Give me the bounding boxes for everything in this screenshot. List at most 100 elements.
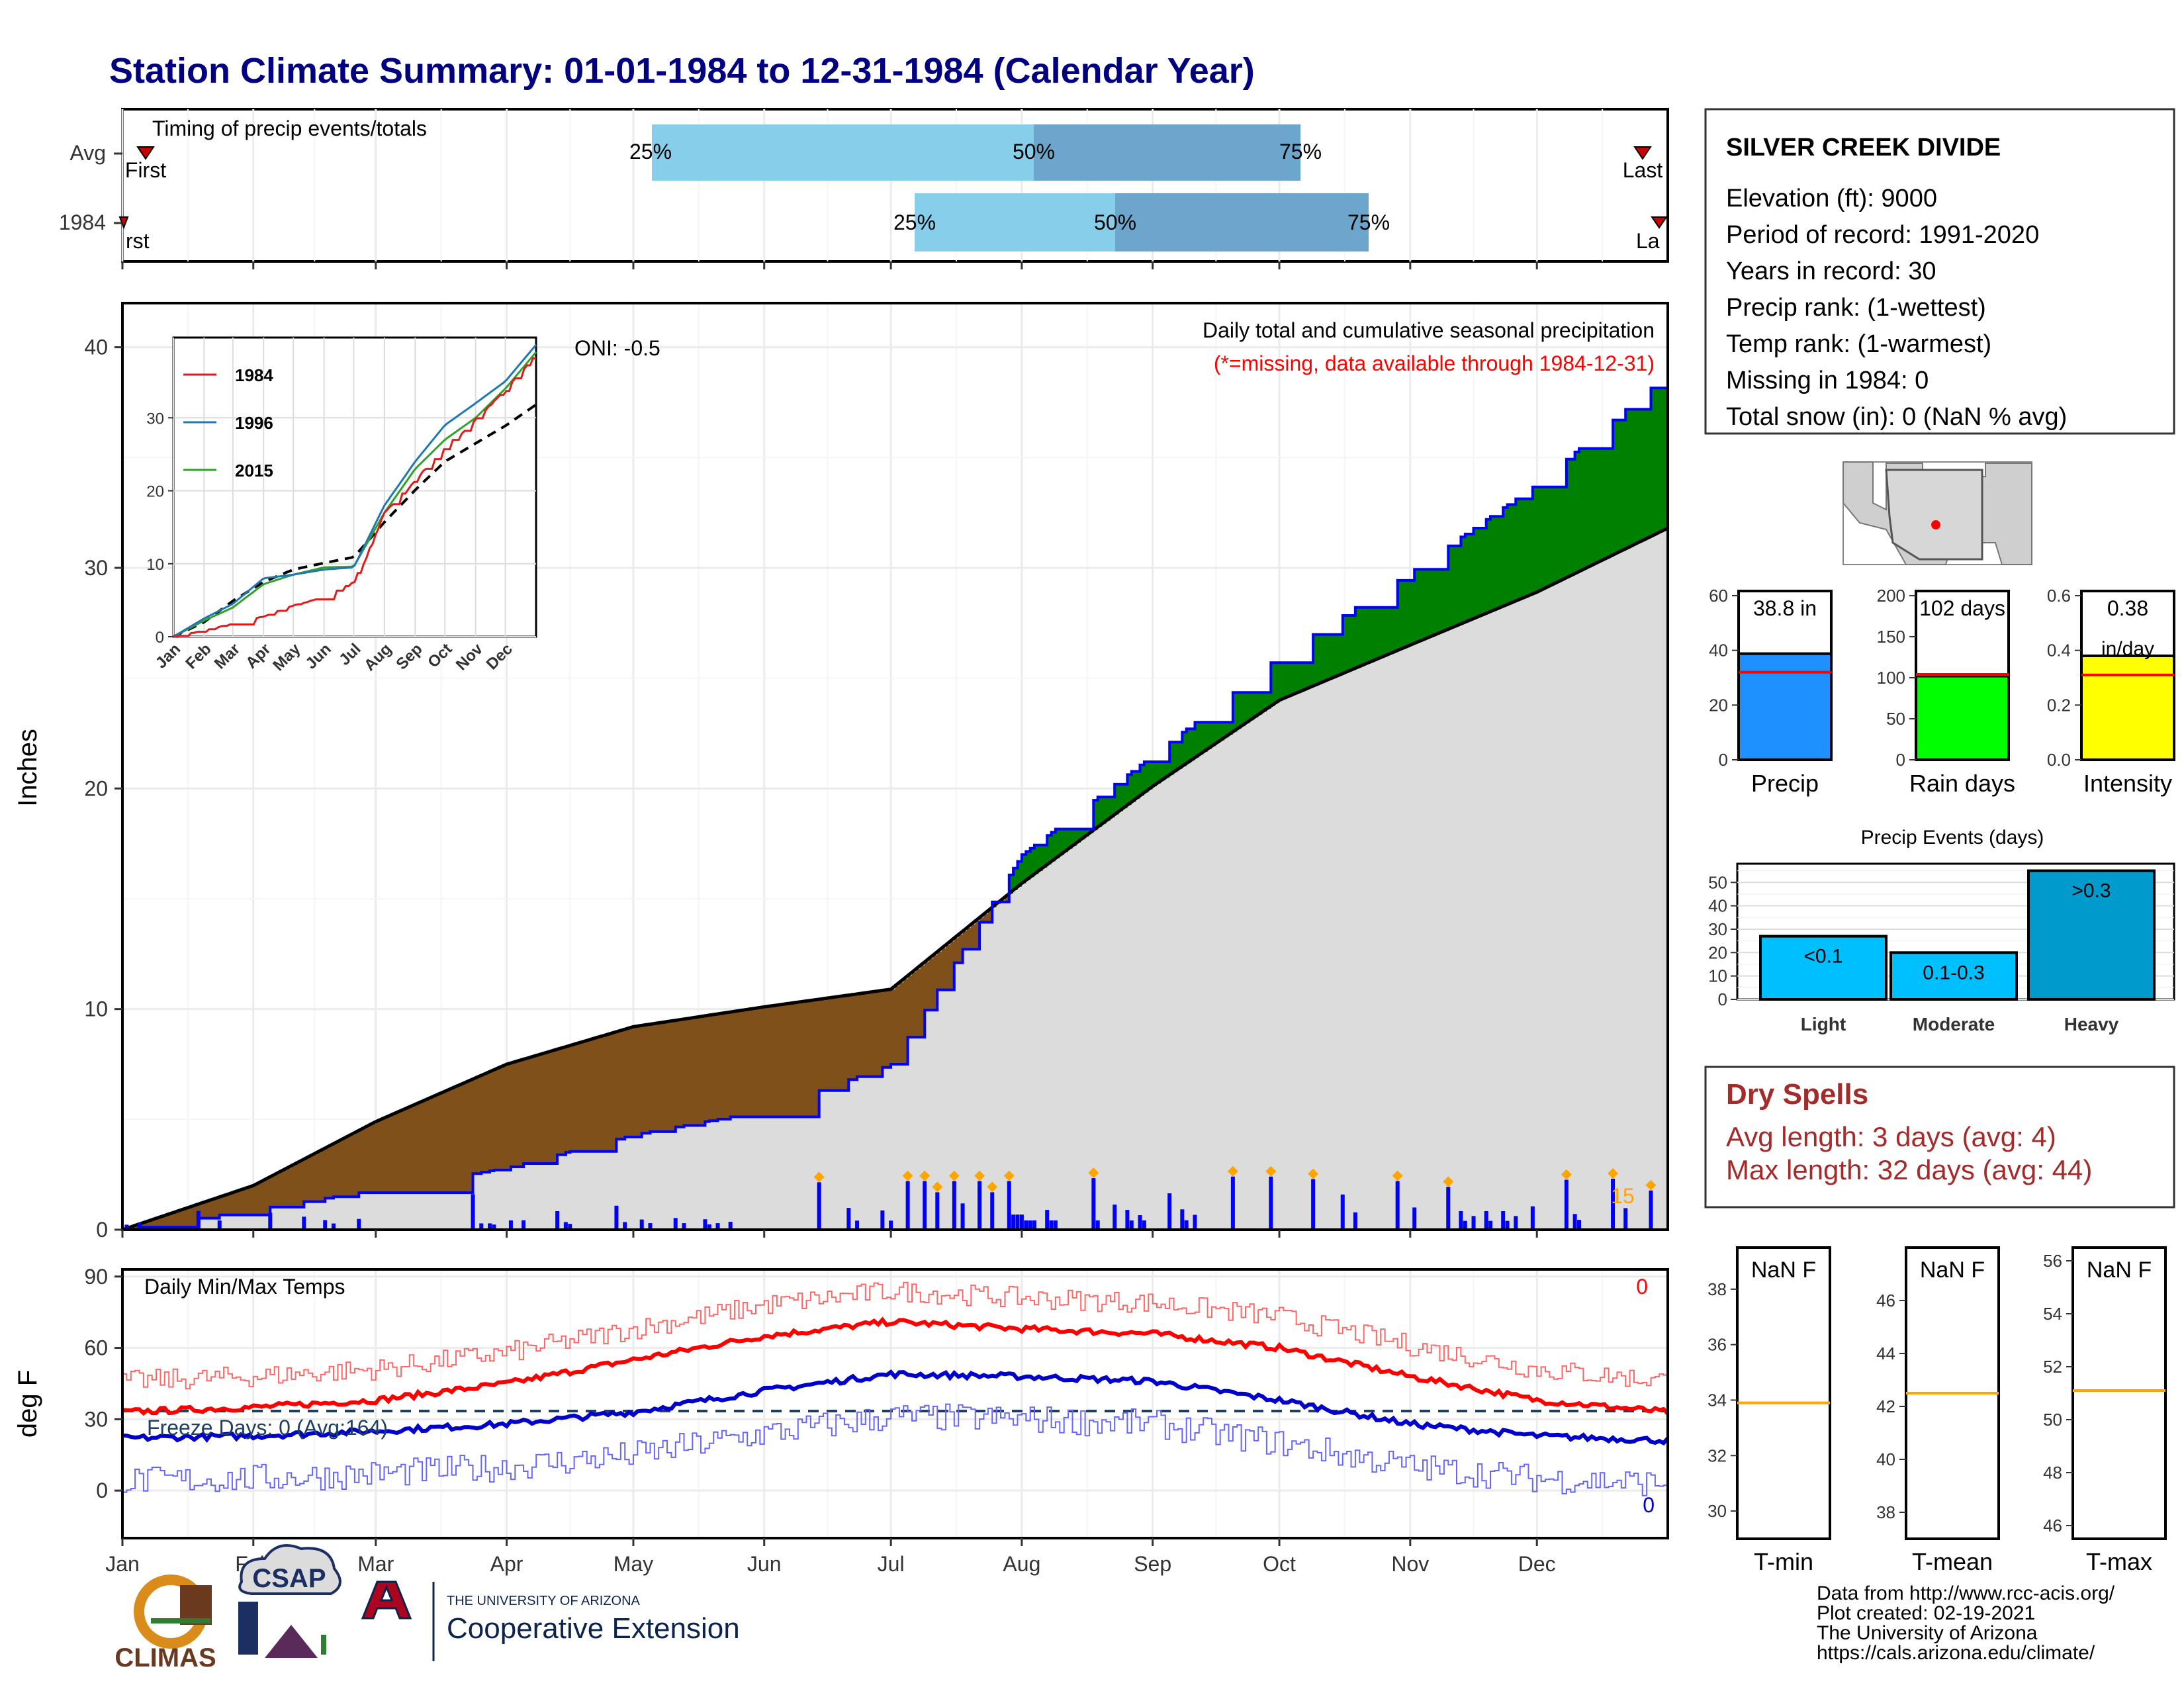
daily-precip-bar [639,1219,644,1230]
temp-box-t-min: NaN F T-min 30 32 34 36 38 [1707,1246,1831,1575]
mini-bar-value-label: 102 days [1919,596,2005,620]
timing-panel: 25% 50% 75% 25% 50% 75% Timing of precip… [59,108,1669,269]
daily-precip-bar [855,1220,860,1230]
station-precip-rank: Precip rank: (1-wettest) [1726,294,1986,322]
temp-box-tick-label: 32 [1707,1445,1727,1465]
daily-precip-bar [1484,1211,1488,1230]
mini-bar-tick-label: 40 [1709,641,1728,661]
daily-precip-bar [1045,1210,1050,1230]
mini-bar-tick-label: 0 [1896,750,1905,770]
daily-precip-bar [563,1222,568,1230]
daily-precip-bar [1623,1208,1628,1230]
daily-precip-bar [217,1220,222,1230]
credit-university: The University of Arizona [1817,1622,2038,1644]
precip-panel-frame [121,302,1669,1231]
year-last-label: La [1636,229,1660,253]
csap-wordmark: CSAP [252,1564,326,1593]
events-tick-label: 30 [1708,919,1727,939]
daily-precip-bar [728,1222,733,1230]
event-diamond [902,1170,913,1181]
temp-box-t-mean: NaN F T-mean 38 40 42 44 46 [1876,1246,2000,1575]
station-missing: Missing in 1984: 0 [1726,367,1929,394]
daily-precip-bar [960,1203,965,1230]
temp-box-label: T-min [1754,1548,1813,1575]
inset-y-label: 30 [146,410,164,428]
month-label: Oct [1263,1552,1296,1576]
daily-precip-bar [715,1223,720,1230]
temp-y-label: deg F [13,1370,42,1438]
timing-row-year: 1984 [59,210,106,234]
daily-max-temp-line [122,1281,1668,1391]
events-category-label: Heavy [2064,1014,2119,1034]
daily-precip-bar [331,1223,336,1230]
event-diamond [1443,1176,1454,1187]
temp-box-tick-label: 34 [1707,1390,1727,1410]
month-label: Dec [1518,1552,1556,1576]
credits: Data from http://www.rcc-acis.org/ Plot … [1817,1582,2115,1664]
temperature-summary-boxes: NaN F T-min 30 32 34 36 38 NaN F T-mean 38 40 42 44 4… [1707,1246,2167,1575]
daily-precip-bar [1459,1211,1463,1230]
daily-precip-bar [1412,1207,1417,1230]
mini-bar-value [1737,652,1833,761]
avg-last-label: Last [1623,158,1663,182]
event-diamond [987,1181,998,1193]
daily-precip-bar [492,1224,496,1230]
daily-precip-bar [1577,1220,1582,1230]
month-label: Jan [105,1552,140,1576]
events-tick-label: 50 [1708,872,1727,892]
year-last-marker [1651,216,1668,229]
csap-logo: CSAP [238,1544,341,1658]
station-elevation: Elevation (ft): 9000 [1726,185,1937,212]
temp-box-tick-label: 38 [1707,1279,1727,1299]
daily-precip-bar [1113,1205,1117,1230]
value-tick-label: 0 [96,1218,108,1242]
mini-bar-value [1915,674,2010,762]
daily-precip-bar [1184,1220,1189,1230]
daily-precip-bar [357,1218,361,1230]
temp-box-frame [1736,1246,1831,1540]
event-diamond [1308,1168,1319,1179]
daily-precip-bar [1572,1214,1577,1230]
dry-spells-title: Dry Spells [1726,1078,1868,1111]
events-bar-moderate [1889,951,2018,1001]
daily-precip-bar [1032,1220,1037,1230]
daily-precip-bar [1053,1220,1058,1230]
value-tick-label: 20 [84,776,108,800]
daily-precip-bar [508,1220,513,1230]
temp-box-tick-label: 48 [2043,1463,2062,1483]
temp-tick-label: 0 [96,1479,108,1502]
daily-precip-bar [648,1223,653,1230]
mini-bar-tick-label: 50 [1886,709,1905,729]
daily-precip-bar [1471,1216,1476,1230]
daily-precip-bar [479,1223,484,1230]
temp-box-tick-label: 52 [2043,1357,2062,1377]
month-label: Apr [490,1552,523,1576]
inset-y-label: 0 [156,629,164,647]
daily-precip-bar [1505,1220,1510,1230]
daily-precip-bar [1488,1220,1493,1230]
value-tick-label: 40 [84,336,108,359]
event-diamond [1392,1170,1403,1181]
daily-precip-bar [1028,1220,1032,1230]
events-category-label: Light [1801,1014,1846,1034]
mini-bar-tick-label: 150 [1877,627,1905,647]
station-period: Period of record: 1991-2020 [1726,221,2039,249]
precip-y-axis: 0 10 20 30 40 [84,336,122,1242]
temp-box-value: NaN F [1920,1257,1985,1283]
month-label: Jul [878,1552,905,1576]
ua-a-icon [361,1580,412,1620]
precip-subtitle: Daily total and cumulative seasonal prec… [1203,318,1655,342]
events-tick-label: 20 [1708,942,1727,962]
daily-precip-bar [846,1208,851,1230]
month-label: Jun [747,1552,782,1576]
daily-precip-bar [990,1192,995,1230]
mini-bar-tick-label: 0.0 [2047,750,2071,770]
daily-precip-bar [196,1211,201,1230]
temp-box-frame [2071,1246,2167,1540]
daily-precip-bar [1142,1220,1146,1230]
year-quartile-bar-upper [1115,193,1369,251]
events-title: Precip Events (days) [1861,827,2044,848]
